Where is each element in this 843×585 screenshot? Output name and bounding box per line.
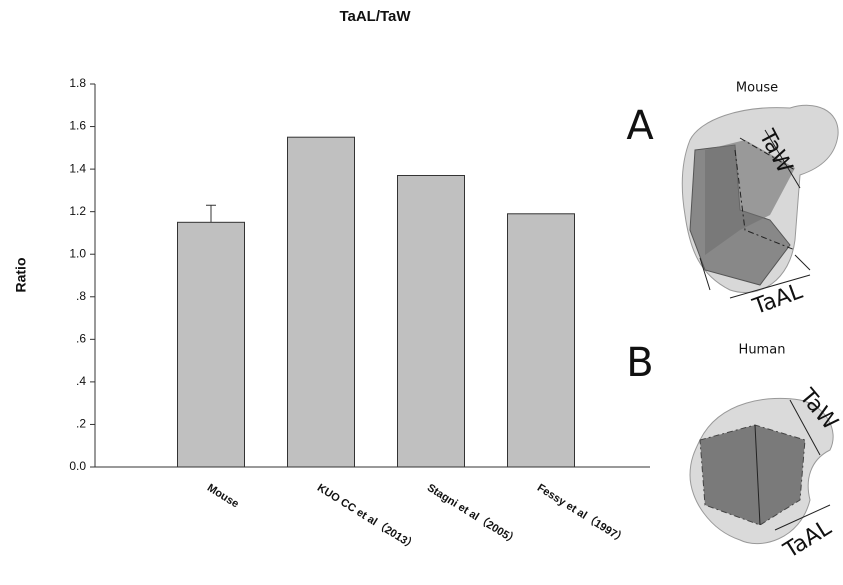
y-tick-label: 1.8 [69,76,86,90]
y-tick-label: 1.0 [69,246,86,260]
x-tick-label: Fessy et al（1997） [535,481,629,546]
x-tick-label: Stagni et al（2005） [425,481,521,548]
bar [508,214,575,467]
axes: 0.0 .2 .4 .6 .8 1.0 1.2 1.4 1.6 1.8 Mouse KUO CC et… [69,76,650,553]
y-tick-label: 0.0 [69,459,86,473]
panel-letter: B [626,340,653,386]
bar [398,175,465,467]
y-axis-label: Ratio [13,258,29,293]
panel-letter: A [626,103,654,149]
figure: TaAL/TaW Ratio 0.0 .2 .4 .6 .8 1.0 1.2 1.4 1.6 1.… [0,0,843,585]
error-bar [206,205,216,222]
y-tick-label: 1.6 [69,119,86,133]
panel-title: Mouse [736,81,778,96]
panel-title: Human [739,343,786,358]
y-tick-label: .8 [76,289,86,303]
y-tick-label: .6 [76,332,86,346]
bar [288,137,355,467]
x-tick-label: Mouse [205,482,241,511]
y-tick-label: .2 [76,417,86,431]
bar [178,222,245,467]
y-tick-label: 1.2 [69,204,86,218]
x-tick-label: KUO CC et al（2013） [315,481,419,553]
y-tick-label: 1.4 [69,161,86,175]
y-tick-label: .4 [76,374,86,388]
chart-title: TaAL/TaW [339,8,411,25]
